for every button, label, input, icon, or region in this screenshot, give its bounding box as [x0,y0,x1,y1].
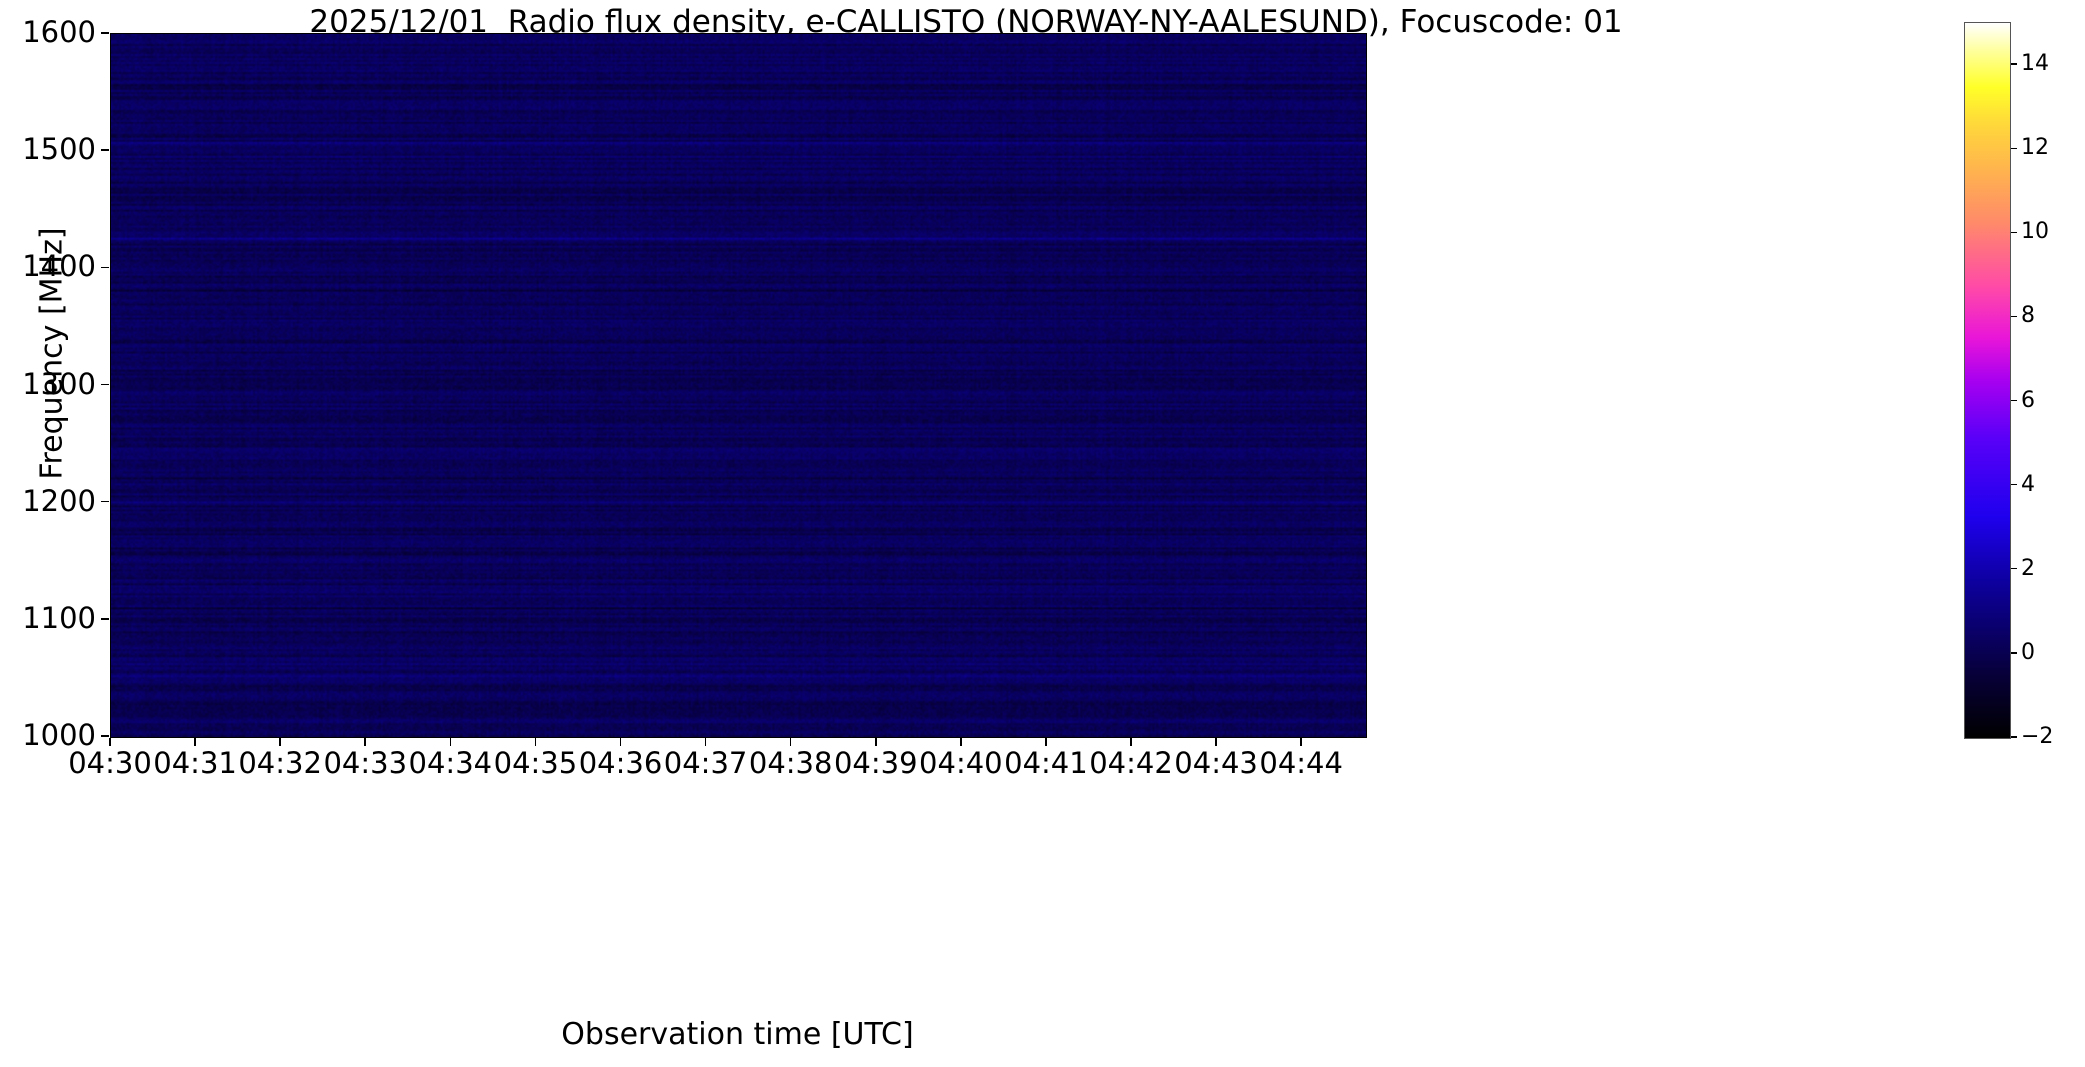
x-tick-label: 04:31 [153,746,237,780]
colorbar-tick-mark [2010,652,2017,654]
x-tick-mark [109,738,111,746]
colorbar-tick-mark [2010,315,2017,318]
colorbar-tick-label: 8 [2021,303,2035,329]
x-tick-mark [960,738,962,746]
y-axis-label: Frequency [MHz] [34,227,70,480]
x-axis-label: Observation time [UTC] [561,1017,914,1052]
x-tick-label: 04:33 [323,746,408,780]
x-tick-mark [449,738,452,746]
y-tick-mark [101,618,109,620]
x-tick-mark [364,738,367,746]
x-tick-mark [874,738,877,746]
colorbar-tick-label: −2 [2021,724,2054,749]
spectrogram-axes[interactable] [110,33,1367,738]
x-tick-label: 04:40 [919,746,1003,780]
colorbar-tick-label: 10 [2021,219,2049,245]
x-tick-label: 04:30 [68,746,152,780]
colorbar-tick-mark [2010,63,2017,65]
y-tick-mark [101,500,109,503]
y-tick-mark [101,735,109,737]
x-tick-label: 04:36 [578,746,663,780]
y-tick-label: 1100 [22,600,96,635]
y-tick-label: 1400 [22,249,96,284]
y-tick-mark [101,32,109,34]
y-tick-label: 1300 [22,366,96,401]
x-tick-label: 04:37 [663,746,748,780]
x-tick-mark [1300,738,1302,746]
y-tick-mark [101,266,109,269]
x-tick-label: 04:34 [408,746,493,780]
colorbar-tick-label: 0 [2021,639,2035,665]
colorbar-tick-label: 14 [2021,51,2049,77]
colorbar-tick-mark [2010,568,2017,570]
x-tick-mark [534,738,537,746]
x-tick-label: 04:41 [1004,746,1088,780]
y-tick-label: 1500 [22,132,96,167]
colorbar-tick-label: 6 [2021,387,2035,413]
x-tick-label: 04:39 [833,746,918,780]
colorbar-tick-mark [2010,736,2017,738]
x-tick-mark [194,738,196,746]
x-tick-label: 04:38 [748,746,833,780]
x-tick-mark [279,738,281,746]
colorbar-tick-mark [2010,231,2017,233]
x-tick-label: 04:35 [493,746,578,780]
x-tick-mark [704,738,707,746]
y-tick-mark [101,149,109,151]
x-tick-mark [1045,738,1047,746]
y-tick-mark [101,383,109,386]
colorbar-tick-label: 12 [2021,135,2049,161]
x-tick-label: 04:32 [238,746,322,780]
colorbar-tick-label: 4 [2021,471,2035,497]
y-tick-label: 1200 [22,483,96,518]
x-tick-mark [619,738,622,746]
x-tick-mark [1130,738,1132,746]
colorbar[interactable] [1964,22,2011,739]
colorbar-gradient [1965,23,2010,738]
y-tick-label: 1000 [22,718,96,752]
x-tick-label: 04:43 [1174,746,1258,780]
x-tick-label: 04:42 [1089,746,1173,780]
spectrogram-image [111,34,1366,737]
x-tick-mark [789,738,792,746]
colorbar-tick-mark [2010,147,2017,149]
colorbar-tick-mark [2010,484,2017,486]
x-tick-mark [1215,738,1217,746]
x-tick-label: 04:44 [1259,746,1343,780]
colorbar-tick-label: 2 [2021,555,2035,581]
colorbar-tick-mark [2010,399,2017,402]
y-tick-label: 1600 [22,15,96,49]
